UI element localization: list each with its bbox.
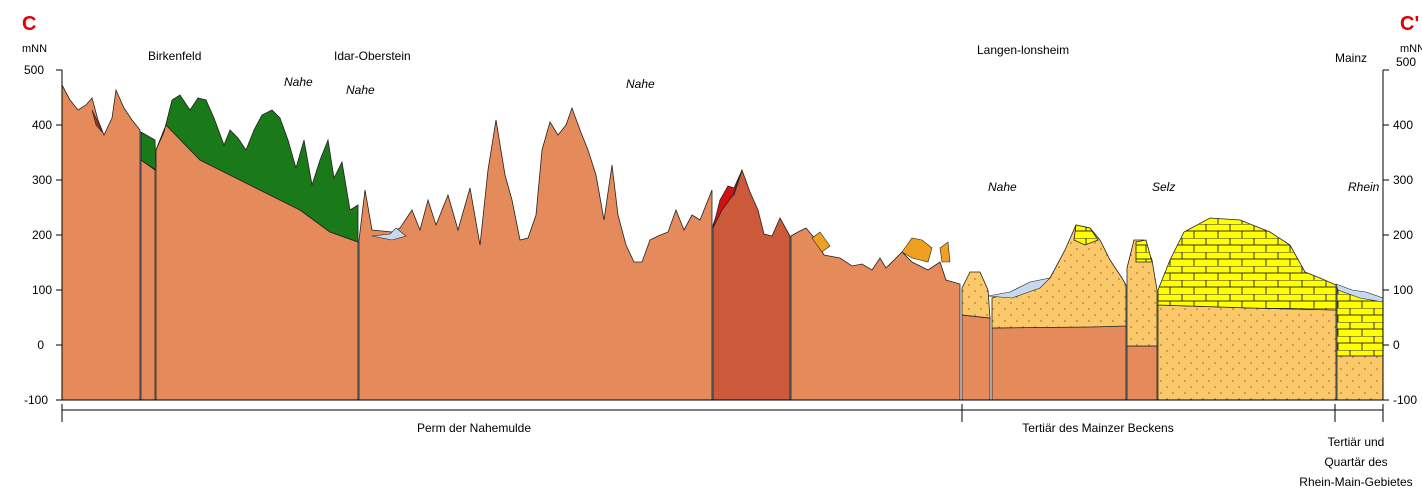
left-axis	[56, 69, 63, 401]
tertiary-permian-base-1	[961, 314, 991, 401]
permian-east	[790, 227, 961, 401]
right-tick-label: 300	[1393, 173, 1413, 187]
tertiary-permian-base-2	[991, 325, 1127, 401]
river-nahe-2: Nahe	[346, 83, 375, 97]
quaternary-langenlonsheim	[987, 277, 1051, 299]
tertiary-sand-3	[1126, 239, 1158, 347]
rhine-main-sand	[1336, 355, 1384, 401]
unit-perm: Perm der Nahemulde	[417, 421, 531, 435]
tertiary-limestone-1	[1073, 224, 1099, 246]
right-tick-label: 200	[1393, 228, 1413, 242]
tertiary-sand-4	[1157, 304, 1337, 401]
unit-brackets	[61, 404, 1384, 422]
volcanic-rocks	[140, 94, 359, 243]
place-birkenfeld: Birkenfeld	[148, 49, 201, 63]
river-nahe-1: Nahe	[284, 75, 313, 89]
left-tick-label: 400	[32, 118, 52, 132]
quaternary-idar	[371, 227, 407, 241]
right-tick-label: 500	[1396, 55, 1416, 69]
left-tick-label: 200	[32, 228, 52, 242]
section-start-label: C	[22, 13, 36, 35]
right-tick-label: 100	[1393, 283, 1413, 297]
left-tick-label: 300	[32, 173, 52, 187]
left-tick-label: 100	[32, 283, 52, 297]
permian-central	[358, 106, 713, 401]
left-tick-label: 0	[37, 338, 44, 352]
right-axis-unit: mNN	[1400, 43, 1422, 55]
orange-patch-3	[939, 241, 951, 263]
permian-fault-block-1	[140, 159, 156, 401]
tertiary-permian-base-3	[1126, 345, 1158, 401]
right-tick-label: -100	[1393, 393, 1417, 407]
right-axis	[1382, 69, 1389, 401]
river-nahe-4: Nahe	[988, 180, 1017, 194]
orange-patch-2	[901, 237, 933, 263]
right-tick-label: 0	[1393, 338, 1400, 352]
river-selz: Selz	[1152, 180, 1175, 194]
place-mainz: Mainz	[1335, 51, 1367, 65]
red-patch-west	[91, 109, 103, 133]
unit-rhein-main-line1: Tertiär und	[1328, 435, 1385, 449]
place-langenlonsheim: Langen-lonsheim	[977, 43, 1069, 57]
intrusion-cap	[712, 169, 743, 229]
unit-rhein-main-line3: Rhein-Main-Gebietes	[1299, 475, 1412, 489]
place-idar-oberstein: Idar-Oberstein	[334, 49, 411, 63]
tertiary-sand-1	[961, 271, 991, 319]
left-axis-unit: mNN	[22, 43, 47, 55]
river-rhein: Rhein	[1348, 180, 1380, 194]
permian-unit-west	[61, 84, 141, 401]
tertiary-limestone-3	[1157, 217, 1337, 311]
river-nahe-3: Nahe	[626, 77, 655, 91]
unit-tertiaer: Tertiär des Mainzer Beckens	[1022, 421, 1173, 435]
tertiary-sand-2	[991, 224, 1127, 329]
right-tick-label: 400	[1393, 118, 1413, 132]
unit-rhein-main-line2: Quartär des	[1324, 455, 1387, 469]
left-tick-label: -100	[24, 393, 48, 407]
left-tick-label: 500	[24, 63, 44, 77]
section-end-label: C'	[1400, 13, 1419, 35]
tertiary-limestone-2	[1135, 239, 1153, 263]
orange-patch-1	[811, 231, 831, 253]
